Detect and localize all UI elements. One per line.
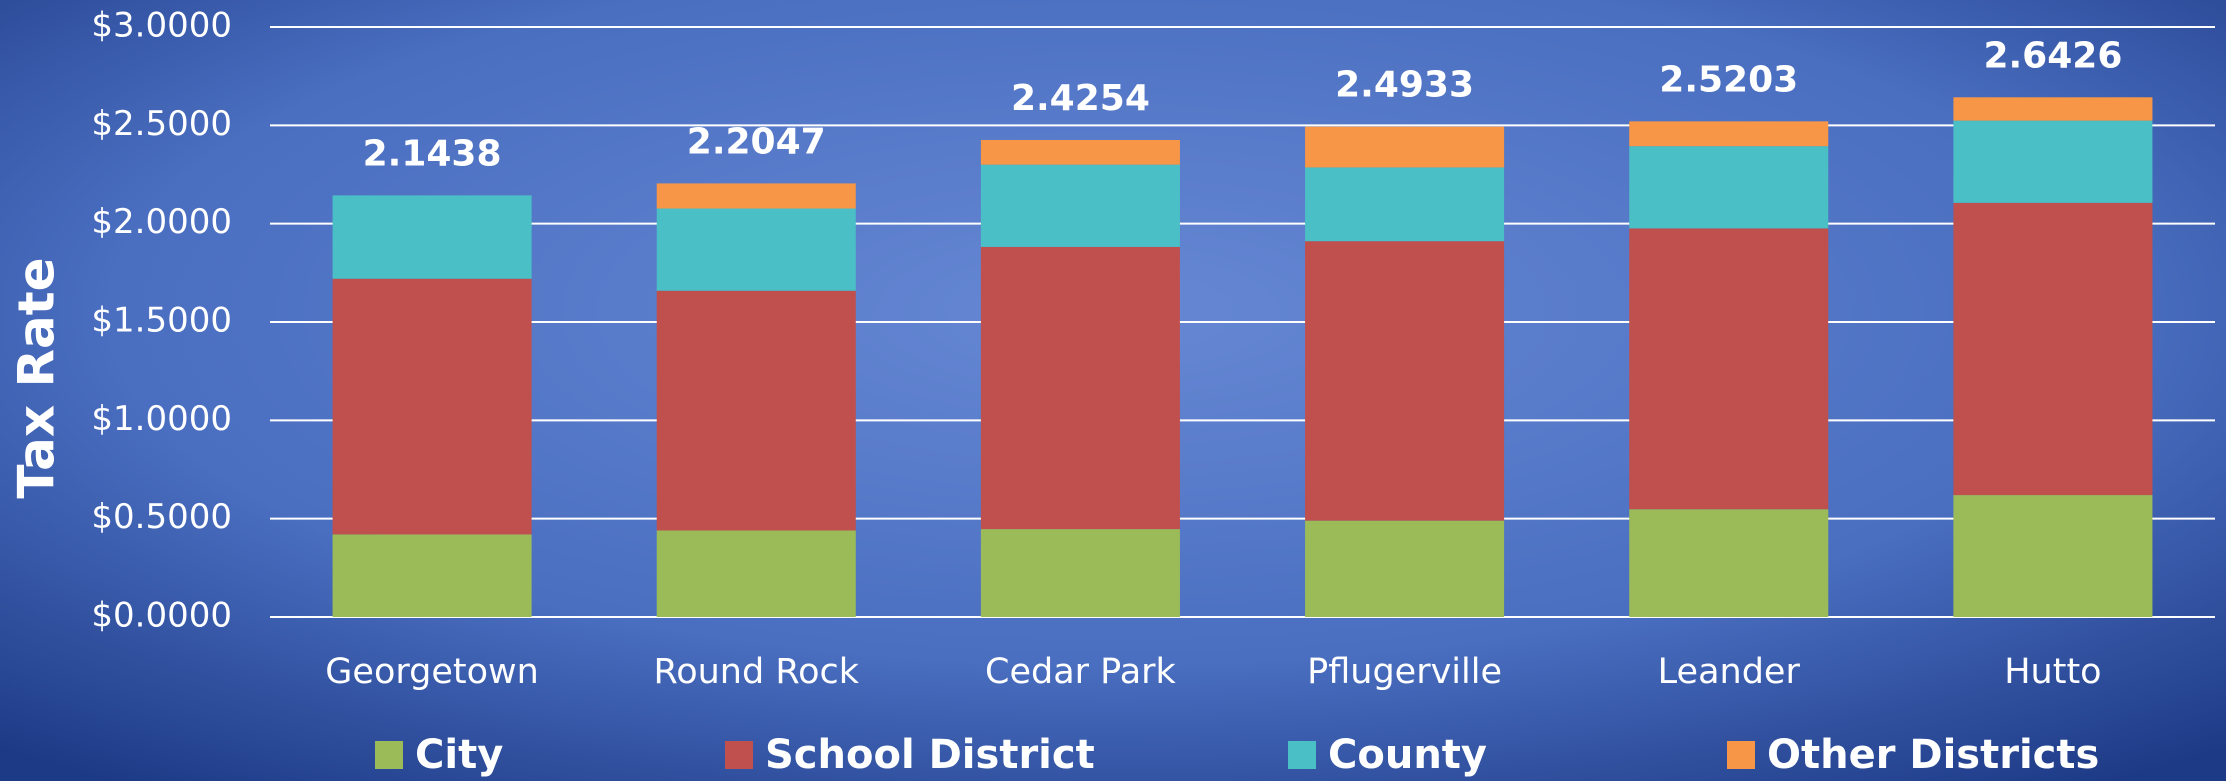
x-tick-label: Round Rock <box>653 652 859 692</box>
bar-segment <box>1629 509 1829 617</box>
legend-swatch <box>375 741 403 769</box>
bar-segment <box>332 195 532 279</box>
bar-segment <box>1629 121 1829 147</box>
x-tick-label: Leander <box>1658 652 1801 692</box>
bar-segment <box>1953 202 2153 496</box>
y-tick-label: $0.0000 <box>91 596 232 636</box>
bar-segment <box>332 534 532 617</box>
bar-segment <box>1629 228 1829 510</box>
bar-segment <box>656 208 856 291</box>
y-tick-label: $0.5000 <box>91 497 232 537</box>
legend-swatch <box>1727 741 1755 769</box>
legend-swatch <box>1288 741 1316 769</box>
bar-segment <box>656 290 856 531</box>
total-label: 2.4254 <box>1011 78 1150 119</box>
x-tick-label: Pflugerville <box>1307 652 1502 692</box>
bar-segment <box>1305 520 1505 617</box>
bar-segment <box>656 183 856 209</box>
y-tick-label: $1.5000 <box>91 301 232 341</box>
bar-segment <box>1305 167 1505 242</box>
bar-segment <box>980 246 1180 530</box>
legend-swatch <box>725 741 753 769</box>
bar-segment <box>1305 126 1505 168</box>
y-tick-label: $1.0000 <box>91 399 232 439</box>
bar-segment <box>1953 495 2153 617</box>
x-tick-label: Hutto <box>2004 652 2101 692</box>
total-label: 2.2047 <box>687 121 826 162</box>
bar-segment <box>1953 120 2153 203</box>
bar-segment <box>656 530 856 617</box>
legend-label: Other Districts <box>1767 732 2099 778</box>
bar-segment <box>980 140 1180 165</box>
bar-segment <box>1629 146 1829 229</box>
legend-label: School District <box>765 732 1095 778</box>
bar-segment <box>980 164 1180 247</box>
total-label: 2.5203 <box>1659 59 1798 100</box>
bar-segment <box>332 278 532 535</box>
x-tick-label: Georgetown <box>325 652 539 692</box>
bar-segment <box>980 529 1180 617</box>
legend-label: County <box>1328 732 1487 778</box>
y-tick-label: $3.0000 <box>91 6 232 46</box>
x-tick-label: Cedar Park <box>985 652 1177 692</box>
bar-segment <box>1305 241 1505 521</box>
y-tick-label: $2.0000 <box>91 202 232 242</box>
total-label: 2.6426 <box>1983 35 2122 76</box>
total-label: 2.4933 <box>1335 65 1474 106</box>
total-label: 2.1438 <box>363 133 502 174</box>
bar-segment <box>1953 97 2153 121</box>
y-axis-label: Tax Rate <box>8 257 66 498</box>
legend-label: City <box>415 732 503 778</box>
y-tick-label: $2.5000 <box>91 104 232 144</box>
